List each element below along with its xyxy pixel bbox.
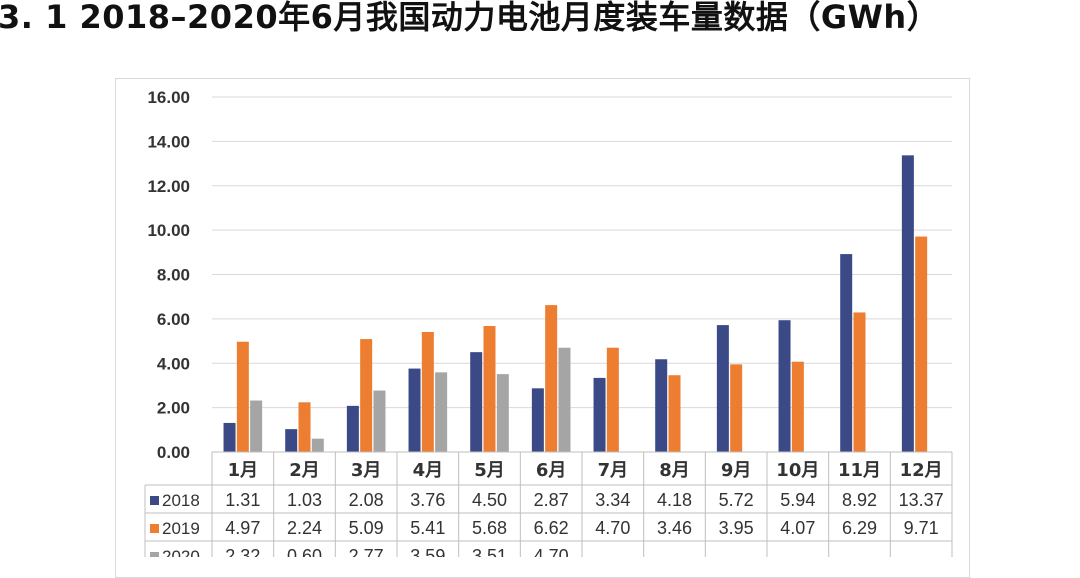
bar-2020 <box>311 438 324 452</box>
data-label: 3.59 <box>410 546 445 557</box>
data-label: 3.34 <box>595 490 630 510</box>
y-tick-label: 10.00 <box>147 221 190 240</box>
bar-2020 <box>250 400 263 452</box>
data-label: 8.92 <box>842 490 877 510</box>
data-label: 5.41 <box>410 518 445 538</box>
bars <box>223 155 928 452</box>
bar-2019 <box>730 364 743 452</box>
data-label: 6.29 <box>842 518 877 538</box>
data-label: 4.97 <box>225 518 260 538</box>
x-category-label: 7月 <box>598 460 629 481</box>
data-label: 5.09 <box>349 518 384 538</box>
data-label: 3.95 <box>719 518 754 538</box>
bar-2019 <box>791 361 804 452</box>
bar-2018 <box>531 388 544 452</box>
bar-chart: 0.00 2.00 4.00 6.00 8.00 10.00 12.00 14.00 16.00… <box>144 88 953 557</box>
bar-2018 <box>285 429 298 452</box>
bar-2019 <box>668 375 681 452</box>
data-label: 2.32 <box>225 546 260 557</box>
legend-swatch-2019 <box>150 524 159 533</box>
y-tick-label: 12.00 <box>147 177 190 196</box>
data-label: 4.70 <box>534 546 569 557</box>
legend-swatch-2018 <box>150 496 159 505</box>
x-category-label: 4月 <box>413 460 444 481</box>
data-label: 6.62 <box>534 518 569 538</box>
bar-2020 <box>496 374 509 452</box>
x-category-label: 8月 <box>659 460 690 481</box>
bar-2019 <box>915 236 928 452</box>
data-label: 2.87 <box>534 490 569 510</box>
data-label: 1.31 <box>225 490 260 510</box>
bar-2018 <box>346 405 359 452</box>
bar-2019 <box>421 331 434 452</box>
data-label: 4.07 <box>780 518 815 538</box>
bar-2018 <box>593 377 606 452</box>
y-tick-label: 2.00 <box>157 399 190 418</box>
x-category-label: 5月 <box>474 460 505 481</box>
data-label: 2.77 <box>349 546 384 557</box>
bar-2018 <box>223 422 236 452</box>
bar-2018 <box>716 325 729 452</box>
data-table: 1月 2月 3月 4月 5月 6月 7月 8月 9月 10月 11月 12月 2018 1.31 1.03 2… <box>144 451 953 557</box>
bar-2019 <box>545 305 558 452</box>
x-category-label: 1月 <box>228 460 259 481</box>
data-label: 4.18 <box>657 490 692 510</box>
data-label: 0.60 <box>287 546 322 557</box>
data-label: 3.76 <box>410 490 445 510</box>
data-label: 5.94 <box>780 490 815 510</box>
y-tick-label: 8.00 <box>157 266 190 285</box>
bar-2018 <box>840 254 853 452</box>
data-label: 1.03 <box>287 490 322 510</box>
legend-label: 2020 <box>162 547 200 557</box>
legend-label: 2018 <box>162 491 200 510</box>
data-label: 2.24 <box>287 518 322 538</box>
data-label: 9.71 <box>904 518 939 538</box>
y-axis-tick-labels: 0.00 2.00 4.00 6.00 8.00 10.00 12.00 14.00 16.00 <box>147 88 190 462</box>
x-category-label: 11月 <box>838 460 881 481</box>
data-label: 3.46 <box>657 518 692 538</box>
x-category-label: 9月 <box>721 460 752 481</box>
x-category-label: 3月 <box>351 460 382 481</box>
data-label: 4.50 <box>472 490 507 510</box>
bar-2018 <box>901 155 914 452</box>
data-label: 2.08 <box>349 490 384 510</box>
data-label: 13.37 <box>899 490 944 510</box>
y-tick-label: 4.00 <box>157 354 190 373</box>
bar-2020 <box>435 372 448 452</box>
data-label: 5.68 <box>472 518 507 538</box>
bar-2018 <box>655 359 668 452</box>
bar-2019 <box>853 312 866 452</box>
bar-2018 <box>408 368 421 452</box>
x-category-label: 12月 <box>900 460 943 481</box>
legend-label: 2019 <box>162 519 200 538</box>
data-label: 4.70 <box>595 518 630 538</box>
gridlines <box>212 96 952 409</box>
bar-2019 <box>360 339 373 452</box>
y-tick-label: 14.00 <box>147 132 190 151</box>
data-label: 3.51 <box>472 546 507 557</box>
y-tick-label: 16.00 <box>147 88 190 107</box>
bar-2020 <box>558 347 571 452</box>
bar-2019 <box>298 402 311 452</box>
x-category-label: 6月 <box>536 460 567 481</box>
x-category-label: 2月 <box>289 460 320 481</box>
bar-2019 <box>483 325 496 452</box>
y-tick-label: 0.00 <box>157 443 190 462</box>
legend-swatch-2020 <box>150 552 159 557</box>
bar-2018 <box>470 352 483 452</box>
bar-2018 <box>778 320 791 452</box>
page-title: 3. 1 2018–2020年6月我国动力电池月度装车量数据（GWh） <box>0 0 940 36</box>
data-label: 5.72 <box>719 490 754 510</box>
bar-2019 <box>236 341 249 452</box>
bar-2019 <box>606 347 619 452</box>
x-category-label: 10月 <box>776 460 819 481</box>
y-tick-label: 6.00 <box>157 310 190 329</box>
bar-2020 <box>373 390 386 452</box>
